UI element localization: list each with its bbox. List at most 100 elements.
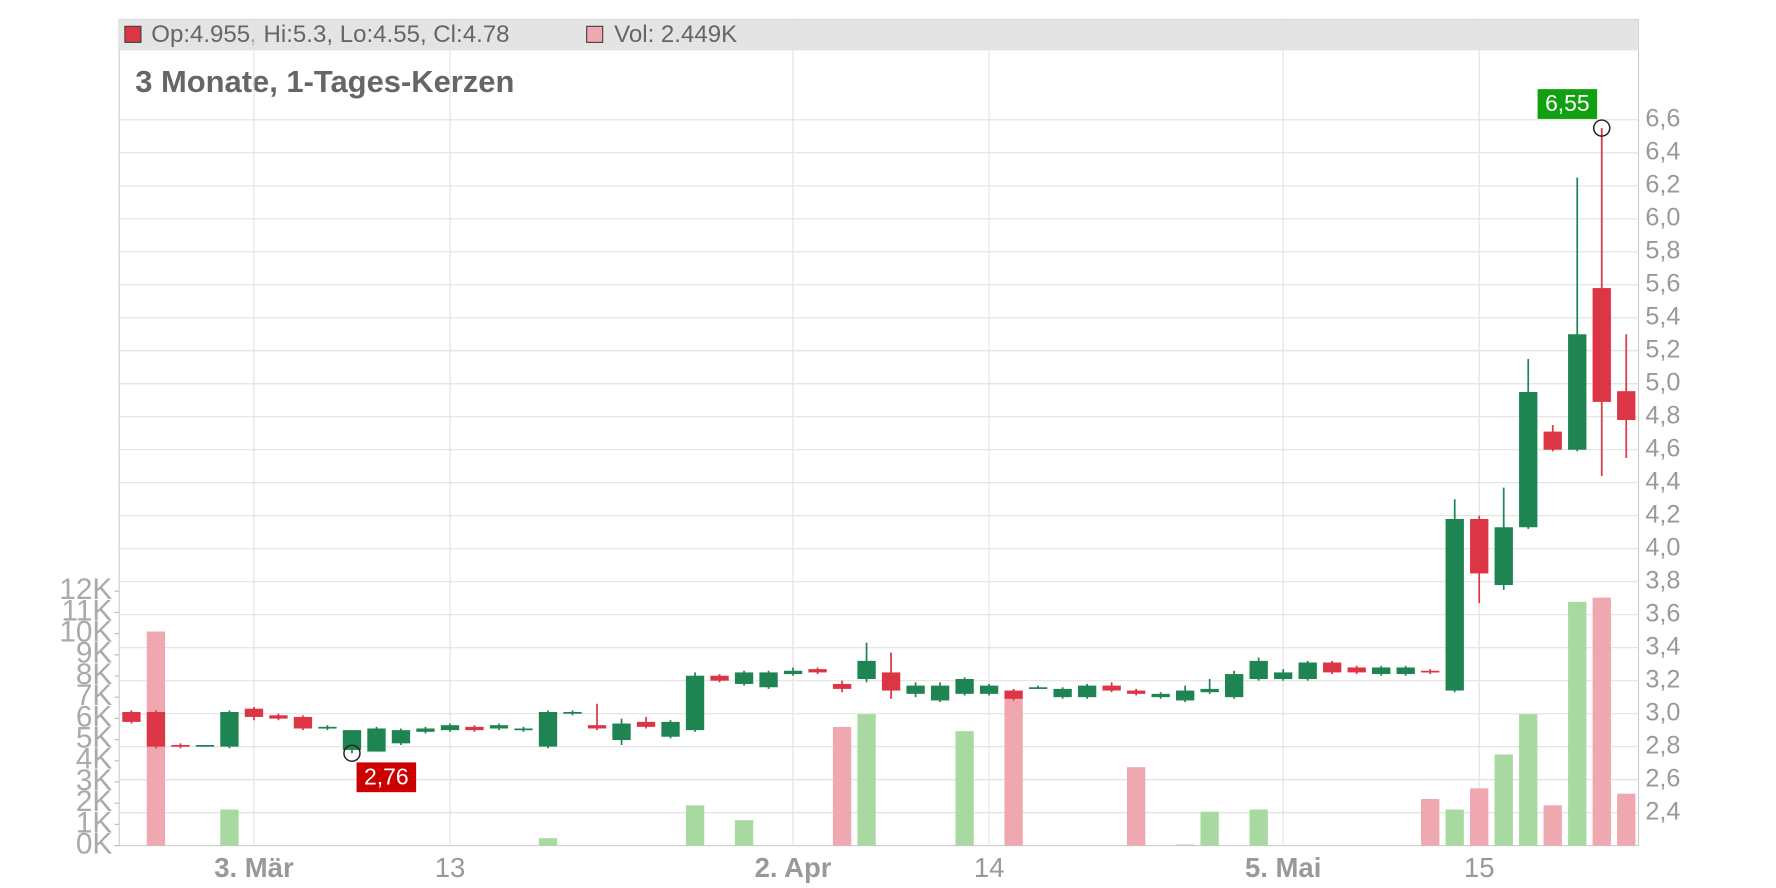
candle-body (514, 728, 533, 731)
candle-body (1077, 685, 1097, 698)
y-tick-label: 3,4 (1645, 632, 1680, 660)
y-tick-label: 4,6 (1645, 434, 1680, 462)
candle-body (391, 730, 411, 744)
candle-body (318, 726, 337, 729)
y-tick-label: 5,2 (1645, 335, 1680, 363)
y-tick-label: 5,6 (1645, 269, 1680, 297)
candle-body (857, 660, 876, 680)
candle-body (1298, 662, 1317, 680)
y-tick-label: 5,8 (1645, 236, 1680, 264)
y-tick-label: 5,4 (1645, 302, 1680, 330)
candle-body (1617, 391, 1636, 421)
candle-body (416, 728, 435, 732)
candle-body (489, 725, 509, 729)
candle-body (1519, 391, 1538, 528)
candle-body (636, 721, 656, 727)
plot-area (118, 18, 1640, 847)
y-tick-label: 4,0 (1645, 533, 1680, 561)
x-tick-label: 14 (974, 852, 1005, 883)
volume-bar (538, 838, 558, 846)
volume-bar (1126, 767, 1146, 846)
candle-body (1323, 662, 1342, 673)
candle-body (906, 685, 925, 694)
candle-body (1396, 667, 1415, 675)
candle-body (881, 672, 901, 691)
annotation-marker (1592, 119, 1611, 137)
y2-tick-label: 3K (76, 764, 113, 797)
y2-tick-label: 0K (76, 827, 113, 860)
x-tick-label: 2. Apr (755, 852, 832, 883)
candle-body (342, 730, 362, 750)
candle-body (1372, 667, 1391, 675)
y2-tick-label: 8K (76, 658, 113, 691)
candle-body (734, 672, 754, 684)
annotation-label: 6,55 (1545, 90, 1590, 116)
candle-body (1421, 670, 1440, 673)
y2-tick-label: 6K (76, 700, 113, 733)
y-tick-label: 2,4 (1645, 797, 1680, 825)
volume-bar (734, 820, 754, 846)
y-tick-label: 6,0 (1645, 203, 1680, 231)
candle-body (1151, 693, 1170, 698)
y-tick-label: 2,8 (1645, 731, 1680, 759)
volume-bar (1519, 714, 1538, 846)
candle-body (1175, 690, 1195, 701)
candle-body (440, 725, 460, 731)
volume-bar (1249, 809, 1268, 846)
candle-body (195, 744, 215, 747)
candle-body (1347, 667, 1366, 673)
volume-bar (1421, 798, 1440, 846)
y2-tick-label: 7K (76, 679, 113, 712)
candle-body (146, 711, 166, 747)
candle-body (220, 711, 239, 747)
volume-bar (1470, 788, 1489, 846)
candle-body (759, 672, 778, 688)
candle-body (1126, 690, 1146, 694)
y-tick-label: 6,4 (1645, 137, 1680, 165)
x-tick-label: 5. Mai (1245, 852, 1321, 883)
volume-bar (955, 731, 974, 846)
volume-bar (1004, 697, 1023, 846)
annotation-label: 2,76 (364, 763, 409, 789)
chart-title: 3 Monate, 1-Tages-Kerzen (135, 64, 514, 99)
y2-tick-label: 2K (76, 785, 113, 818)
y-tick-label: 6,2 (1645, 170, 1680, 198)
candle-body (1102, 685, 1121, 691)
y-tick-label: 2,6 (1645, 764, 1680, 792)
candle-body (832, 683, 852, 689)
y-tick-label: 3,6 (1645, 599, 1680, 627)
candle-body (1543, 431, 1562, 450)
candle-body (244, 708, 264, 717)
candle-body (955, 679, 974, 694)
candle-body (269, 715, 288, 719)
candle-body (710, 675, 729, 681)
ohlc-info: Op:4.955, Hi:5.3, Lo:4.55, Cl:4.78 (151, 21, 509, 48)
candle-body (1494, 527, 1513, 585)
candle-body (587, 725, 607, 729)
candle-body (661, 721, 680, 737)
candle-body (1028, 687, 1048, 689)
candle-body (979, 685, 999, 694)
candle-body (1249, 660, 1268, 680)
volume-bar (685, 805, 705, 846)
y2-tick-label: 1K (76, 806, 113, 839)
y2-tick-label: 9K (76, 637, 113, 670)
candle-body (293, 716, 313, 729)
info-bar (119, 19, 1639, 51)
y2-tick-label: 4K (76, 743, 113, 776)
candle-body (563, 711, 582, 714)
y-tick-label: 4,8 (1645, 401, 1680, 429)
volume-bar (857, 714, 876, 846)
y-tick-label: 3,8 (1645, 566, 1680, 594)
candle-body (1274, 672, 1293, 680)
y-tick-label: 3,0 (1645, 698, 1680, 726)
candle-body (1568, 334, 1587, 450)
candle-body (122, 711, 141, 722)
candle-body (1592, 288, 1611, 402)
legend-swatch (586, 25, 604, 43)
candle-body (808, 669, 827, 673)
y-tick-label: 6,6 (1645, 104, 1680, 132)
candle-body (1053, 688, 1072, 698)
candle-body (930, 685, 950, 701)
